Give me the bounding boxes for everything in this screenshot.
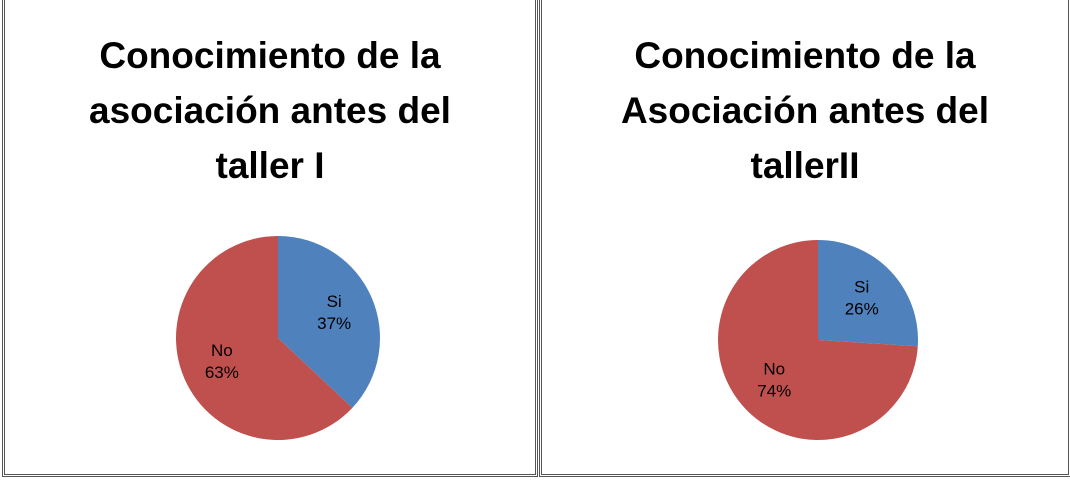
chart-title: Conocimiento de la asociación antes del … bbox=[89, 35, 451, 186]
pie-slice bbox=[818, 240, 918, 347]
chart: Si 37% No 63% bbox=[176, 236, 381, 441]
pie-slice bbox=[176, 236, 353, 441]
slice-value-label: 37% bbox=[317, 314, 351, 333]
slice-category-label: No bbox=[211, 341, 233, 360]
pie-slice bbox=[718, 240, 918, 440]
chart: Si 26% No 74% bbox=[718, 240, 918, 440]
pie-slice bbox=[278, 236, 381, 408]
slice-value-label: 74% bbox=[757, 382, 791, 401]
chart-title: Conocimiento de la Asociación antes del … bbox=[620, 35, 990, 186]
chart-panel: Conocimiento de la Asociación antes del … bbox=[539, 0, 1070, 477]
slice-category-label: Si bbox=[854, 277, 869, 296]
slice-value-label: 63% bbox=[205, 363, 239, 382]
slice-category-label: No bbox=[763, 360, 785, 379]
chart-panel: Conocimiento de la asociación antes del … bbox=[2, 0, 538, 477]
slice-value-label: 26% bbox=[845, 299, 879, 318]
slice-category-label: Si bbox=[327, 292, 342, 311]
